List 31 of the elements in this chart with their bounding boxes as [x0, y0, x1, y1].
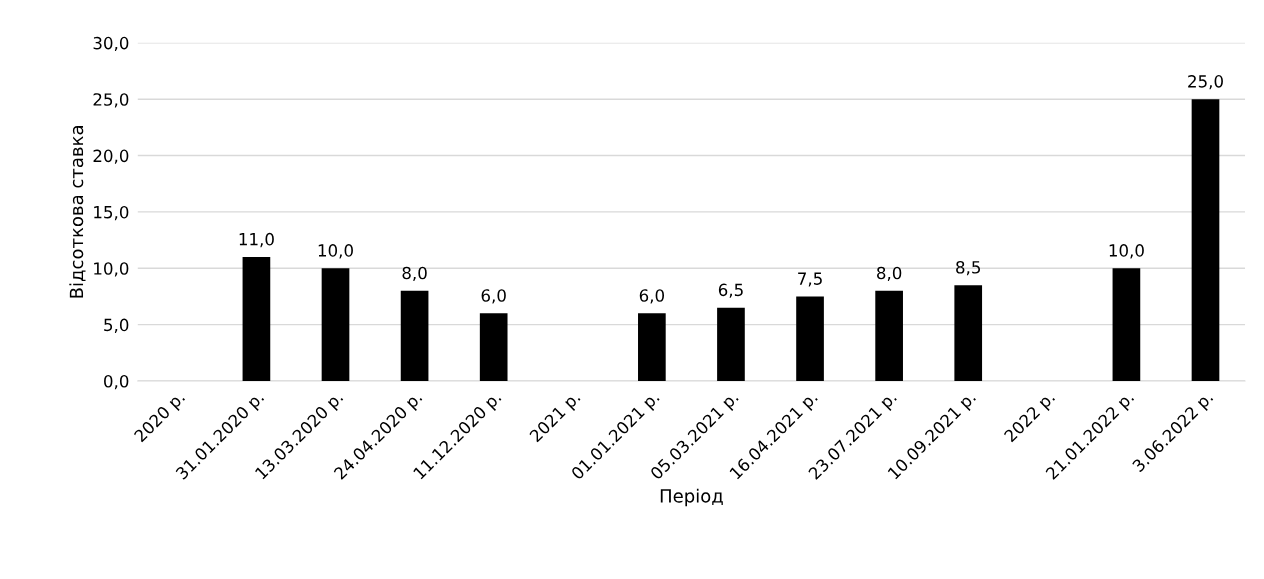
data-label: 6,5 — [718, 283, 743, 298]
bar — [638, 313, 666, 381]
data-label: 8,0 — [877, 266, 902, 281]
y-tick-label: 5,0 — [104, 318, 129, 333]
data-label: 10,0 — [1109, 244, 1144, 259]
y-tick-label: 0,0 — [104, 374, 129, 390]
bar — [717, 307, 745, 381]
data-label: 25,0 — [1188, 75, 1223, 90]
data-label: 7,5 — [798, 272, 822, 287]
bar — [796, 296, 824, 381]
y-tick-label: 10,0 — [94, 262, 129, 277]
data-label: 6,0 — [639, 289, 665, 304]
y-axis-title: Відсоткова ставка — [69, 126, 86, 298]
data-label: 6,0 — [481, 289, 506, 304]
data-label: 10,0 — [318, 244, 353, 259]
bar — [479, 313, 508, 381]
bar — [242, 257, 271, 381]
data-label: 8,0 — [402, 266, 427, 281]
bar — [875, 290, 903, 381]
x-axis-title: Період — [660, 488, 723, 507]
data-label: 11,0 — [239, 232, 274, 248]
data-label: 8,5 — [956, 261, 981, 276]
bar — [1191, 99, 1220, 381]
bar — [954, 285, 983, 381]
y-tick-label: 30,0 — [93, 36, 129, 52]
bar — [321, 268, 350, 381]
y-tick-label: 20,0 — [93, 149, 129, 164]
bar — [1112, 268, 1141, 381]
bar — [400, 290, 429, 381]
y-tick-label: 25,0 — [93, 93, 129, 108]
y-tick-label: 15,0 — [94, 205, 129, 221]
